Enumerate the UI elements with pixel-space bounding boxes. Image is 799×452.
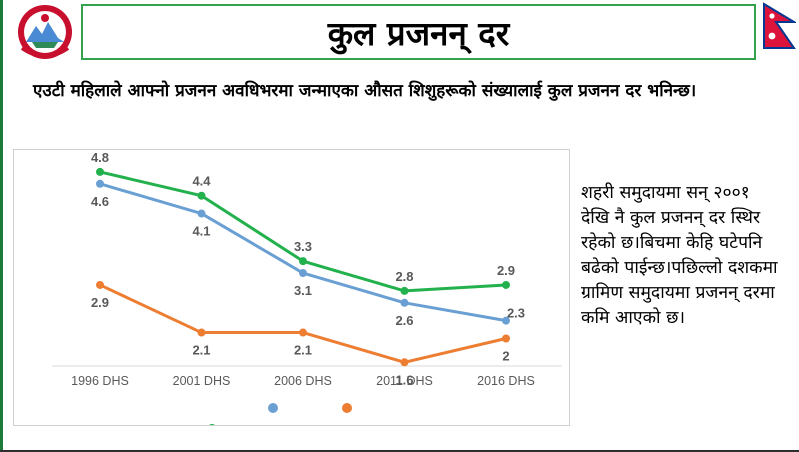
page-title: कुल प्रजनन् दर [327, 13, 510, 53]
data-label: 2.1 [294, 343, 312, 358]
series-2-point [299, 269, 307, 278]
series-2-point [96, 179, 104, 188]
x-tick-label: 2011 DHS [376, 374, 433, 388]
x-tick-label: 1996 DHS [71, 374, 129, 388]
series-1-point [299, 257, 307, 266]
data-label: 4.4 [192, 174, 211, 189]
data-label: 3.3 [294, 239, 312, 254]
nepal-government-emblem-icon [18, 5, 72, 59]
series-2-point [400, 298, 409, 307]
data-label: 4.1 [192, 224, 210, 239]
series-1-point [197, 191, 206, 200]
series-3-point [299, 328, 307, 337]
definition-text: एउटी महिलाले आफ्नो प्रजनन अवधिभरमा जन्मा… [33, 81, 697, 101]
series-2-point [502, 316, 510, 325]
series-3-point [96, 280, 104, 289]
data-label: 2.1 [192, 343, 210, 358]
x-tick-label: 2001 DHS [173, 374, 231, 388]
left-frame-bar [0, 0, 3, 452]
chart-svg: 1996 DHS 2001 DHS 2006 DHS 2011 DHS 2016 DHS… [52, 150, 562, 425]
series-1-point [502, 280, 510, 289]
series-3-point [197, 328, 206, 337]
side-note-text: शहरी समुदायमा सन् २००१ देखि नै कुल प्रजन… [581, 183, 778, 328]
series-3-point [502, 334, 510, 343]
x-tick-label: 2016 DHS [477, 374, 535, 388]
data-label: 4.6 [91, 194, 109, 209]
legend-marker-3 [342, 403, 352, 413]
data-label: 1.6 [395, 372, 413, 387]
data-label: 2.9 [91, 295, 109, 310]
data-label: 2.9 [497, 263, 515, 278]
series-3-point [400, 358, 409, 367]
legend-marker-2 [268, 403, 278, 413]
data-label: 3.1 [294, 283, 312, 298]
data-label: 2.3 [507, 306, 525, 321]
data-label: 2 [502, 349, 509, 364]
data-label: 4.8 [91, 150, 109, 165]
x-tick-label: 2006 DHS [274, 374, 332, 388]
nepal-flag-icon [763, 2, 796, 49]
series-2-point [197, 209, 206, 218]
bottom-frame-bar [0, 450, 799, 452]
data-label: 2.8 [395, 269, 413, 284]
data-label: 2.6 [395, 313, 413, 328]
legend-marker-1 [209, 424, 215, 425]
series-1-point [400, 286, 409, 295]
title-box: कुल प्रजनन् दर [81, 4, 756, 60]
fertility-rate-chart: 1996 DHS 2001 DHS 2006 DHS 2011 DHS 2016 DHS… [13, 149, 570, 426]
series-1-point [96, 167, 104, 176]
